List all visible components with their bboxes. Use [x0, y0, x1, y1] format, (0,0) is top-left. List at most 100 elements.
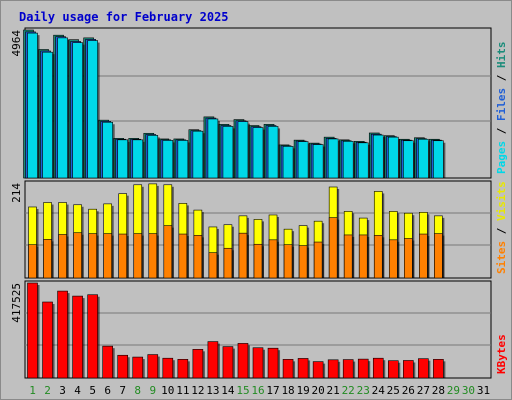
bar-kbytes-day-21 [327, 359, 339, 379]
bar-kbytes-day-26 [403, 360, 414, 379]
x-tick-day-31: 31 [477, 384, 490, 397]
x-tick-day-19: 19 [296, 384, 309, 397]
x-tick-day-5: 5 [89, 384, 96, 397]
bar-pages-day-22 [342, 141, 354, 179]
bar-sites-day-10 [163, 225, 173, 279]
chart-title: Daily usage for February 2025 [19, 10, 229, 24]
bar-sites-day-1 [28, 244, 37, 279]
bar-sites-day-4 [73, 232, 82, 279]
bar-pages-day-18 [282, 146, 294, 179]
bar-sites-day-9 [148, 233, 158, 279]
x-tick-day-27: 27 [417, 384, 430, 397]
x-tick-day-13: 13 [206, 384, 219, 397]
x-tick-day-6: 6 [104, 384, 111, 397]
bar-sites-day-12 [193, 235, 203, 279]
bar-pages-day-1 [27, 32, 38, 179]
bar-sites-day-2 [43, 239, 52, 279]
bar-pages-day-8 [132, 139, 144, 179]
legend-pages-files-hits: Pages / Files / Hits [495, 42, 508, 175]
bar-kbytes-day-12 [192, 349, 204, 379]
x-tick-day-25: 25 [387, 384, 400, 397]
bar-kbytes-day-20 [312, 361, 324, 379]
bar-kbytes-day-1 [27, 282, 38, 379]
bar-sites-day-15 [238, 232, 248, 279]
x-tick-day-15: 15 [236, 384, 249, 397]
x-tick-day-23: 23 [357, 384, 370, 397]
bar-pages-day-17 [267, 126, 279, 179]
bar-sites-day-21 [328, 217, 338, 279]
bar-sites-day-26 [404, 238, 413, 279]
bar-sites-day-27 [419, 233, 428, 279]
bar-sites-day-14 [223, 247, 233, 279]
bar-sites-day-16 [253, 243, 263, 279]
bar-pages-day-20 [312, 144, 324, 179]
bar-kbytes-day-23 [357, 358, 369, 379]
legend-part-visits-sites-0: Sites [495, 241, 508, 274]
legend-part-pages-files-hits-4: Hits [495, 42, 508, 69]
bar-kbytes-day-3 [57, 290, 68, 379]
bar-sites-day-24 [373, 235, 383, 279]
bar-kbytes-day-4 [72, 295, 83, 379]
x-tick-day-29: 29 [447, 384, 460, 397]
x-tick-day-18: 18 [281, 384, 294, 397]
bar-kbytes-day-6 [102, 345, 113, 379]
bar-pages-day-14 [222, 126, 234, 179]
legend-part-pages-files-hits-3: / [495, 68, 508, 88]
ymax-label-kbytes: 417525 [10, 283, 23, 323]
bar-pages-day-15 [237, 121, 249, 179]
x-tick-day-10: 10 [161, 384, 174, 397]
bar-sites-day-6 [103, 233, 112, 279]
x-tick-day-7: 7 [119, 384, 126, 397]
bar-kbytes-day-11 [177, 359, 189, 379]
legend-part-pages-files-hits-1: / [495, 121, 508, 141]
bar-sites-day-18 [283, 244, 293, 279]
bar-pages-day-23 [357, 142, 369, 179]
x-tick-day-4: 4 [74, 384, 81, 397]
bar-pages-day-2 [42, 51, 53, 179]
legend-kbytes: KBytes [495, 334, 508, 374]
ymax-label-visits-sites: 214 [10, 183, 23, 203]
bar-pages-day-16 [252, 127, 264, 179]
x-tick-day-3: 3 [59, 384, 66, 397]
bar-kbytes-day-13 [207, 341, 219, 379]
bar-pages-day-13 [207, 118, 219, 179]
bar-sites-day-22 [343, 234, 353, 279]
x-tick-day-12: 12 [191, 384, 204, 397]
bar-pages-day-9 [147, 135, 159, 179]
bar-sites-day-7 [118, 233, 128, 279]
bar-kbytes-day-14 [222, 346, 234, 379]
bar-pages-day-3 [57, 37, 68, 179]
bar-pages-day-5 [87, 40, 98, 179]
bar-sites-day-23 [358, 234, 368, 279]
bar-pages-day-7 [117, 139, 129, 179]
bar-pages-day-21 [327, 138, 339, 179]
x-tick-day-14: 14 [221, 384, 235, 397]
bar-kbytes-day-28 [433, 359, 444, 379]
legend-part-pages-files-hits-0: Pages [495, 141, 508, 174]
bar-kbytes-day-24 [372, 357, 384, 379]
bar-kbytes-day-18 [282, 359, 294, 379]
bar-sites-day-25 [388, 239, 398, 279]
bar-sites-day-11 [178, 233, 188, 279]
bar-sites-day-19 [298, 245, 308, 279]
bar-kbytes-day-17 [267, 347, 279, 379]
x-tick-day-30: 30 [462, 384, 475, 397]
x-tick-day-22: 22 [342, 384, 355, 397]
x-tick-day-2: 2 [44, 384, 51, 397]
ymax-label-pages-files-hits: 4964 [10, 30, 23, 57]
bar-pages-day-10 [162, 140, 174, 179]
bar-pages-day-11 [177, 140, 189, 179]
x-tick-day-8: 8 [134, 384, 141, 397]
bar-pages-day-26 [403, 140, 414, 179]
x-tick-day-9: 9 [149, 384, 156, 397]
bar-sites-day-13 [208, 252, 218, 279]
bar-kbytes-day-5 [87, 294, 98, 379]
bar-kbytes-day-25 [387, 360, 399, 379]
x-tick-day-1: 1 [29, 384, 36, 397]
bar-pages-day-25 [387, 136, 399, 179]
bar-pages-day-6 [102, 121, 113, 179]
x-tick-day-11: 11 [176, 384, 189, 397]
bar-pages-day-4 [72, 42, 83, 179]
